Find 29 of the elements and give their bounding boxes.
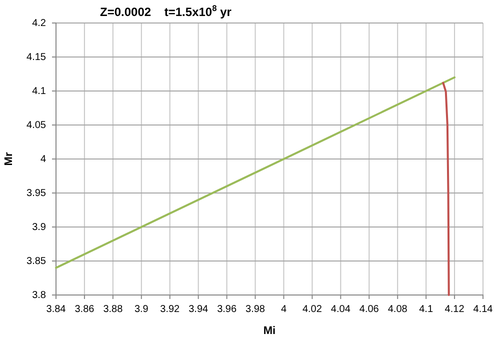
y-tick-label: 3.9 xyxy=(32,222,46,234)
y-tick-label: 4 xyxy=(40,154,46,166)
x-tick-label: 4.1 xyxy=(419,304,434,316)
x-tick-label: 4.08 xyxy=(388,304,408,316)
x-tick-label: 3.98 xyxy=(246,304,266,316)
y-tick-label: 4.15 xyxy=(26,52,46,64)
x-tick-label: 3.96 xyxy=(217,304,237,316)
y-tick-label: 4.1 xyxy=(32,86,46,98)
x-tick-label: 3.9 xyxy=(134,304,149,316)
x-axis-title: Mi xyxy=(263,325,276,337)
y-tick-label: 3.85 xyxy=(26,256,46,268)
x-tick-label: 4.04 xyxy=(330,304,351,316)
line-series xyxy=(442,82,450,296)
y-tick-label: 3.95 xyxy=(26,188,46,200)
chart-title: Z=0.0002 t=1.5x10$^{8}$ yr xyxy=(100,3,232,19)
x-tick-label: 4.02 xyxy=(302,304,322,316)
x-tick-label: 3.94 xyxy=(188,304,208,316)
y-tick-label: 3.8 xyxy=(32,290,46,302)
y-axis-title: Mr xyxy=(3,152,15,166)
y-tick-label: 4.2 xyxy=(32,18,46,30)
x-tick-label: 4.14 xyxy=(473,304,494,316)
x-tick-label: 3.86 xyxy=(74,304,95,316)
x-tick-label: 4.12 xyxy=(444,304,465,316)
x-tick-label: 4.06 xyxy=(359,304,380,316)
y-tick-label: 4.05 xyxy=(26,120,46,132)
x-tick-label: 3.92 xyxy=(160,304,180,316)
x-tick-label: 3.84 xyxy=(46,304,66,316)
x-tick-label: 4 xyxy=(280,304,287,316)
x-tick-label: 3.88 xyxy=(103,304,124,316)
